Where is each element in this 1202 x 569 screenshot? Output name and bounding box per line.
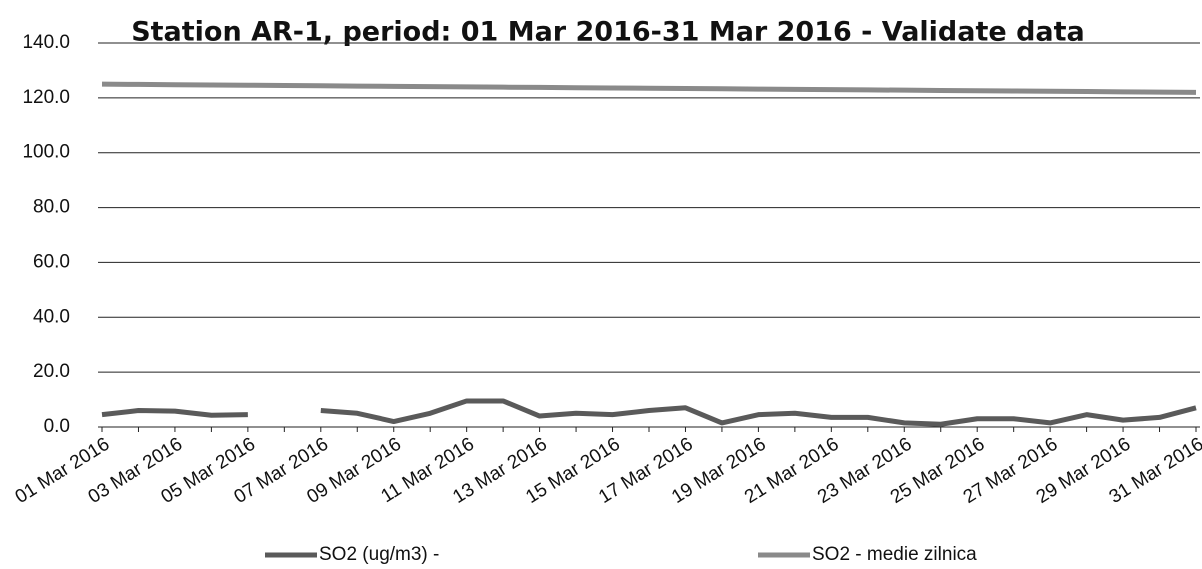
series-line — [320, 398, 1197, 427]
y-tick-label: 20.0 — [33, 361, 70, 382]
y-tick-label: 0.0 — [44, 416, 70, 437]
y-tick-label: 80.0 — [33, 197, 70, 218]
chart-title: Station AR-1, period: 01 Mar 2016-31 Mar… — [131, 17, 1085, 48]
legend-label: SO2 (ug/m3) - — [319, 544, 439, 565]
series-line — [101, 81, 1197, 95]
y-tick-label: 40.0 — [33, 306, 70, 327]
series-line — [101, 408, 248, 418]
y-tick-label: 140.0 — [22, 32, 70, 53]
y-tick-label: 120.0 — [22, 87, 70, 108]
y-tick-label: 60.0 — [33, 251, 70, 272]
y-tick-label: 100.0 — [22, 142, 70, 163]
legend-label: SO2 - medie zilnica — [812, 544, 977, 565]
